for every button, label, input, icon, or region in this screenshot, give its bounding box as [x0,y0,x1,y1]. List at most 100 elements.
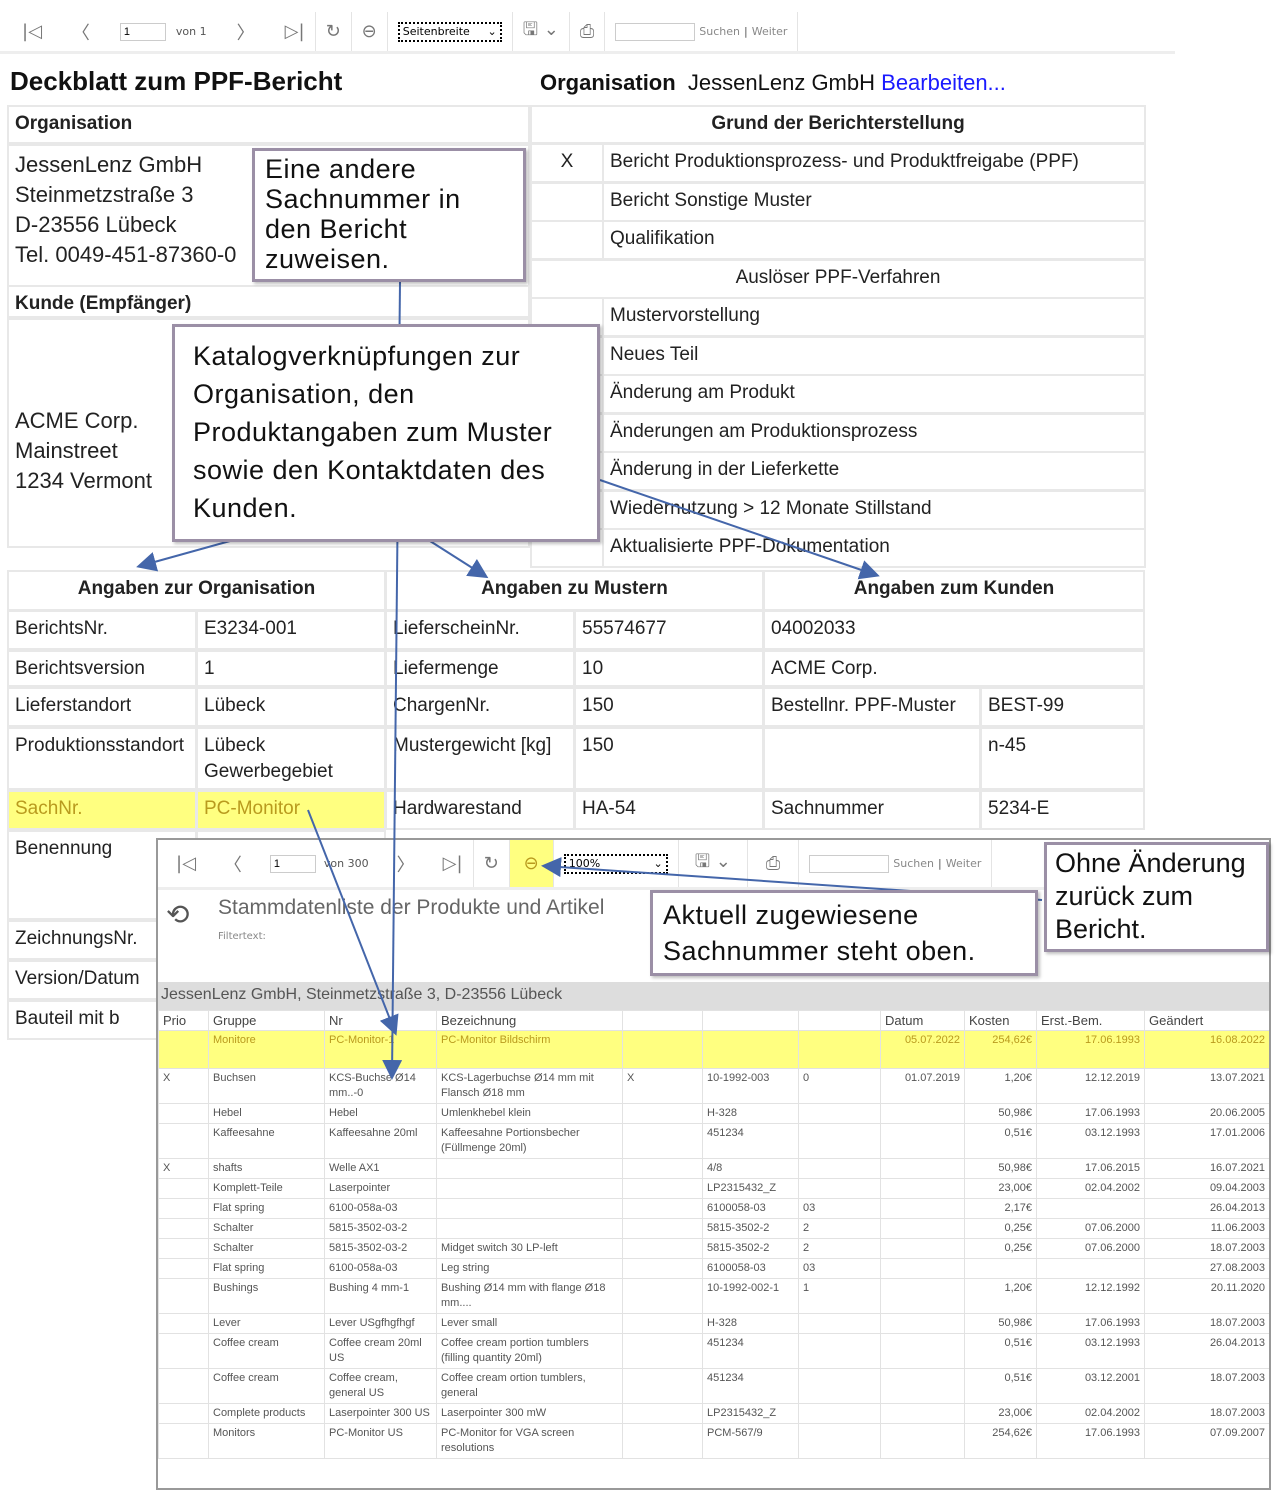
org-value: E3234-001 [196,610,386,650]
report-toolbar: |◁ 〈 von 1 〉 ▷| ↻ ⊖ Seitenbreite⌄ 🖫 ⌄ ⎙ … [0,12,1175,54]
next-page-icon[interactable]: 〉 [236,22,255,44]
back-icon[interactable]: ⊖ [361,21,377,42]
table-cell: 16.08.2022 [1144,1030,1269,1069]
table-row[interactable]: Flat spring 6100-058a-03 6100058-03 03 2,17€… [158,1198,1269,1219]
table-row[interactable]: Coffee cream Coffee cream 20ml US Coffee c… [158,1333,1269,1369]
column-header-7[interactable]: Datum [880,1010,965,1031]
table-row[interactable]: Bushings Bushing 4 mm-1 Bushing Ø14 mm wit… [158,1278,1269,1314]
address-line: Steinmetzstraße 3 [15,182,194,207]
table-cell [622,1103,703,1124]
search-link[interactable]: Suchen [699,25,741,38]
org-value: PC-Monitor [196,790,386,830]
table-cell: 2,17€ [964,1198,1037,1219]
table-row[interactable]: Lever Lever USgfhgfhgf Lever small H-328 50,… [158,1313,1269,1334]
zoom-select[interactable]: Seitenbreite ⌄ [397,21,502,42]
table-row[interactable]: Monitors PC-Monitor US PC-Monitor for VGA … [158,1423,1269,1459]
search-input[interactable] [615,22,696,41]
table-cell [158,1238,209,1259]
section-kunde: Angaben zum Kunden [763,570,1145,611]
table-cell: 02.04.2002 [1036,1178,1145,1199]
table-cell: Bushings [208,1278,325,1314]
next-link[interactable]: Weiter [945,857,982,870]
table-cell: 02.04.2002 [1036,1403,1145,1424]
callout-aktuell: Aktuell zugewiesene Sachnummer steht obe… [650,890,1038,976]
table-row[interactable]: Flat spring 6100-058a-03 Leg string 6100058… [158,1258,1269,1279]
table-cell: 18.07.2003 [1144,1403,1269,1424]
table-cell: Lever USgfhgfhgf [324,1313,437,1334]
table-cell [622,1403,703,1424]
column-header-8[interactable]: Kosten [964,1010,1037,1031]
org-value: Lübeck Gewerbegebiet [196,727,386,790]
search-link[interactable]: Suchen [893,857,935,870]
table-row[interactable]: Schalter 5815-3502-03-2 Midget switch 30 L… [158,1238,1269,1259]
column-header-2[interactable]: Nr [324,1010,437,1031]
column-header-6[interactable] [798,1010,881,1031]
column-header-0[interactable]: Prio [158,1010,209,1031]
last-page-icon[interactable]: ▷| [442,853,463,874]
prev-page-icon[interactable]: 〈 [71,22,90,44]
print-icon[interactable]: ⎙ [579,21,595,42]
table-row[interactable]: Complete products Laserpointer 300 US Lase… [158,1403,1269,1424]
next-page-icon[interactable]: 〉 [396,854,415,876]
table-cell: KCS-Buchse Ø14 mm..-0 [324,1068,437,1104]
table-cell [436,1198,623,1219]
first-page-icon[interactable]: |◁ [22,21,42,42]
last-page-icon[interactable]: ▷| [284,21,305,42]
table-row[interactable]: Coffee cream Coffee cream, general US Coff… [158,1368,1269,1404]
save-icon[interactable]: 🖫 ⌄ [522,18,559,40]
column-header-10[interactable]: Geändert [1144,1010,1269,1031]
column-header-5[interactable] [702,1010,799,1031]
table-cell: 05.07.2022 [880,1030,965,1069]
prev-page-icon[interactable]: 〈 [223,854,242,876]
muster-value: 150 [574,727,764,790]
refresh-icon[interactable]: ↻ [483,853,499,874]
table-cell: 17.06.2015 [1036,1158,1145,1179]
table-cell [622,1368,703,1404]
table-cell [158,1103,209,1124]
table-cell: 451234 [702,1123,799,1159]
table-cell [1036,1198,1145,1219]
table-row[interactable]: Hebel Hebel Umlenkhebel klein H-328 50,98€ 17… [158,1103,1269,1124]
table-row[interactable]: Komplett-Teile Laserpointer LP2315432_Z 23,… [158,1178,1269,1199]
org-label: Lieferstandort [7,687,197,727]
table-row[interactable]: Schalter 5815-3502-03-2 5815-3502-2 2 0,25€ 0… [158,1218,1269,1239]
table-cell: 11.06.2003 [1144,1218,1269,1239]
table-cell [798,1178,881,1199]
back-to-report-icon[interactable]: ⊖ [523,853,539,874]
org-value: 1 [196,650,386,687]
print-icon[interactable]: ⎙ [765,853,781,874]
first-page-icon[interactable]: |◁ [176,853,196,874]
column-header-3[interactable]: Bezeichnung [436,1010,623,1031]
table-cell: 50,98€ [964,1313,1037,1334]
edit-link[interactable]: Bearbeiten... [881,70,1006,95]
kunde-header: Kunde (Empfänger) [7,285,530,318]
section-muster: Angaben zu Mustern [385,570,764,611]
next-link[interactable]: Weiter [751,25,788,38]
table-cell: PC-Monitor US [324,1423,437,1459]
table-cell: LP2315432_Z [702,1403,799,1424]
table-row[interactable]: Monitore PC-Monitor-1 PC-Monitor Bildschir… [158,1030,1269,1069]
catalog-icon: ⟲ [166,898,190,931]
table-cell [880,1258,965,1279]
page-input[interactable] [119,22,166,41]
table-cell [798,1333,881,1369]
page-input[interactable] [269,854,316,873]
table-cell: 07.09.2007 [1144,1423,1269,1459]
column-header-4[interactable] [622,1010,703,1031]
muster-label: Mustergewicht [kg] [385,727,575,790]
table-row[interactable]: Kaffeesahne Kaffeesahne 20ml Kaffeesahne P… [158,1123,1269,1159]
table-cell: Welle AX1 [324,1158,437,1179]
zoom-select[interactable]: 100% ⌄ [563,853,668,874]
search-input[interactable] [809,854,890,873]
table-cell [880,1403,965,1424]
table-cell: 0 [798,1068,881,1104]
refresh-icon[interactable]: ↻ [325,21,341,42]
column-header-1[interactable]: Gruppe [208,1010,325,1031]
table-row[interactable]: X Buchsen KCS-Buchse Ø14 mm..-0 KCS-Lagerbu… [158,1068,1269,1104]
table-cell [622,1313,703,1334]
table-cell: 03.12.2001 [1036,1368,1145,1404]
table-cell: KCS-Lagerbuchse Ø14 mm mit Flansch Ø18 m… [436,1068,623,1104]
save-icon[interactable]: 🖫 ⌄ [694,850,731,872]
column-header-9[interactable]: Erst.-Bem. [1036,1010,1145,1031]
